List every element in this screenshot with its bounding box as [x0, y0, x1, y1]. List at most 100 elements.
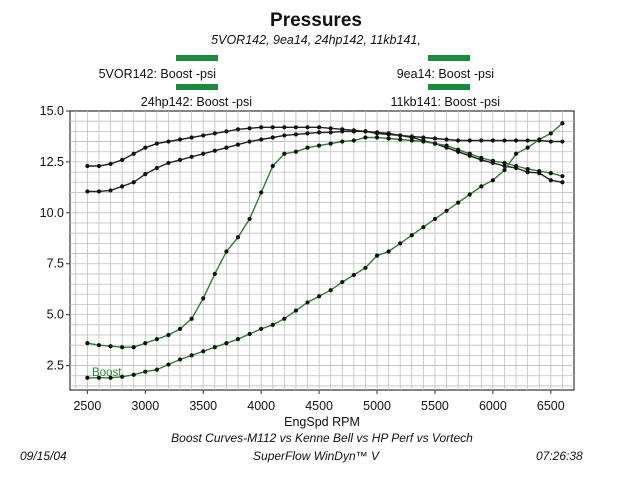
data-point-5vor142: [143, 145, 148, 150]
data-point-9ea14: [282, 133, 287, 138]
data-point-5vor142: [525, 169, 530, 175]
data-point-24hp142: [421, 139, 426, 144]
data-point-24hp142: [525, 166, 530, 172]
data-point-9ea14: [490, 138, 495, 143]
data-point-24hp142: [177, 326, 183, 332]
data-point-24hp142: [409, 138, 414, 143]
plot-area: [69, 110, 575, 391]
data-point-9ea14: [432, 136, 438, 141]
data-point-11kb141: [432, 216, 438, 222]
y-tick-label: 15.0: [40, 104, 64, 118]
y-tick-label: 5.0: [47, 308, 64, 322]
x-tick-label: 3000: [131, 399, 159, 413]
x-tick-label: 2500: [73, 399, 101, 413]
data-point-24hp142: [293, 149, 299, 154]
data-point-11kb141: [85, 375, 90, 380]
data-point-5vor142: [282, 125, 287, 130]
data-point-9ea14: [351, 129, 356, 134]
data-point-9ea14: [479, 138, 484, 143]
x-tick-label: 5500: [421, 399, 449, 413]
data-point-9ea14: [305, 131, 310, 136]
data-point-9ea14: [525, 138, 530, 143]
footer-caption-1: Boost Curves-M112 vs Kenne Bell vs HP Pe…: [171, 431, 473, 445]
y-axis-ticks: 2.5 5.0 7.5 10.0 12.5 15.0: [40, 104, 70, 373]
data-point-24hp142: [513, 163, 519, 169]
y-tick-label: 10.0: [40, 206, 64, 220]
data-point-11kb141: [502, 167, 507, 173]
data-point-9ea14: [328, 130, 333, 135]
data-point-24hp142: [270, 163, 275, 169]
legend-label-9ea14: 9ea14: Boost -psi: [397, 67, 494, 81]
legend-swatch-5vor142: [176, 55, 218, 61]
data-point-24hp142: [432, 141, 438, 146]
data-point-24hp142: [143, 341, 148, 346]
series-tag-boost: Boost: [92, 367, 122, 379]
data-point-5vor142: [317, 125, 322, 130]
data-point-11kb141: [270, 322, 275, 327]
data-point-9ea14: [467, 138, 472, 143]
data-point-11kb141: [456, 200, 461, 205]
data-point-9ea14: [386, 132, 391, 137]
data-point-9ea14: [317, 130, 322, 135]
legend-label-11kb141: 11kb141: Boost -psi: [390, 95, 500, 109]
y-tick-label: 2.5: [47, 359, 64, 373]
data-point-11kb141: [212, 345, 217, 350]
data-point-5vor142: [96, 163, 102, 169]
data-point-24hp142: [120, 345, 125, 350]
data-point-9ea14: [409, 134, 414, 139]
data-point-9ea14: [270, 135, 275, 140]
data-point-9ea14: [85, 189, 90, 194]
y-tick-label: 12.5: [40, 155, 64, 169]
data-point-24hp142: [154, 336, 159, 342]
data-point-24hp142: [537, 168, 542, 174]
data-point-5vor142: [270, 125, 275, 130]
data-point-5vor142: [293, 125, 299, 130]
data-point-5vor142: [247, 126, 252, 131]
data-point-5vor142: [166, 139, 171, 144]
legend-swatch-9ea14: [428, 55, 470, 61]
data-point-9ea14: [374, 131, 380, 136]
data-point-24hp142: [560, 174, 565, 179]
data-point-24hp142: [166, 332, 171, 338]
data-point-11kb141: [305, 300, 310, 305]
footer-caption-2: SuperFlow WinDyn™ V: [253, 449, 380, 463]
data-point-5vor142: [108, 161, 113, 167]
x-axis-ticks: 2500 3000 3500 4000 4500 5000 5500 6000 6500: [73, 390, 565, 413]
data-point-5vor142: [154, 141, 159, 146]
data-point-5vor142: [560, 180, 565, 185]
data-point-11kb141: [259, 326, 264, 332]
data-point-24hp142: [108, 344, 113, 349]
data-point-11kb141: [177, 357, 183, 362]
data-point-24hp142: [259, 190, 264, 195]
data-point-24hp142: [317, 143, 322, 148]
data-point-24hp142: [131, 345, 136, 350]
data-point-24hp142: [548, 171, 553, 176]
data-point-11kb141: [108, 375, 113, 380]
data-point-9ea14: [456, 138, 461, 143]
data-point-24hp142: [328, 141, 333, 146]
data-point-24hp142: [479, 155, 484, 160]
data-point-9ea14: [177, 157, 183, 162]
data-point-11kb141: [235, 336, 241, 342]
data-point-24hp142: [444, 143, 449, 148]
data-point-24hp142: [374, 135, 380, 140]
data-point-24hp142: [212, 271, 217, 277]
data-point-11kb141: [351, 272, 356, 278]
data-point-11kb141: [317, 294, 322, 299]
data-point-24hp142: [340, 139, 345, 144]
footer-date: 09/15/04: [20, 449, 67, 463]
data-point-9ea14: [363, 129, 368, 134]
data-point-11kb141: [398, 241, 403, 246]
data-point-9ea14: [154, 165, 159, 171]
data-point-24hp142: [224, 249, 229, 254]
y-tick-label: 7.5: [47, 257, 64, 271]
data-point-11kb141: [340, 279, 345, 285]
data-point-5vor142: [259, 125, 264, 130]
data-point-11kb141: [143, 369, 148, 374]
data-point-9ea14: [560, 139, 565, 144]
data-point-5vor142: [201, 133, 206, 138]
data-point-11kb141: [96, 375, 102, 380]
data-point-5vor142: [189, 135, 194, 140]
chart-subtitle: 5VOR142, 9ea14, 24hp142, 11kb141,: [211, 33, 421, 47]
